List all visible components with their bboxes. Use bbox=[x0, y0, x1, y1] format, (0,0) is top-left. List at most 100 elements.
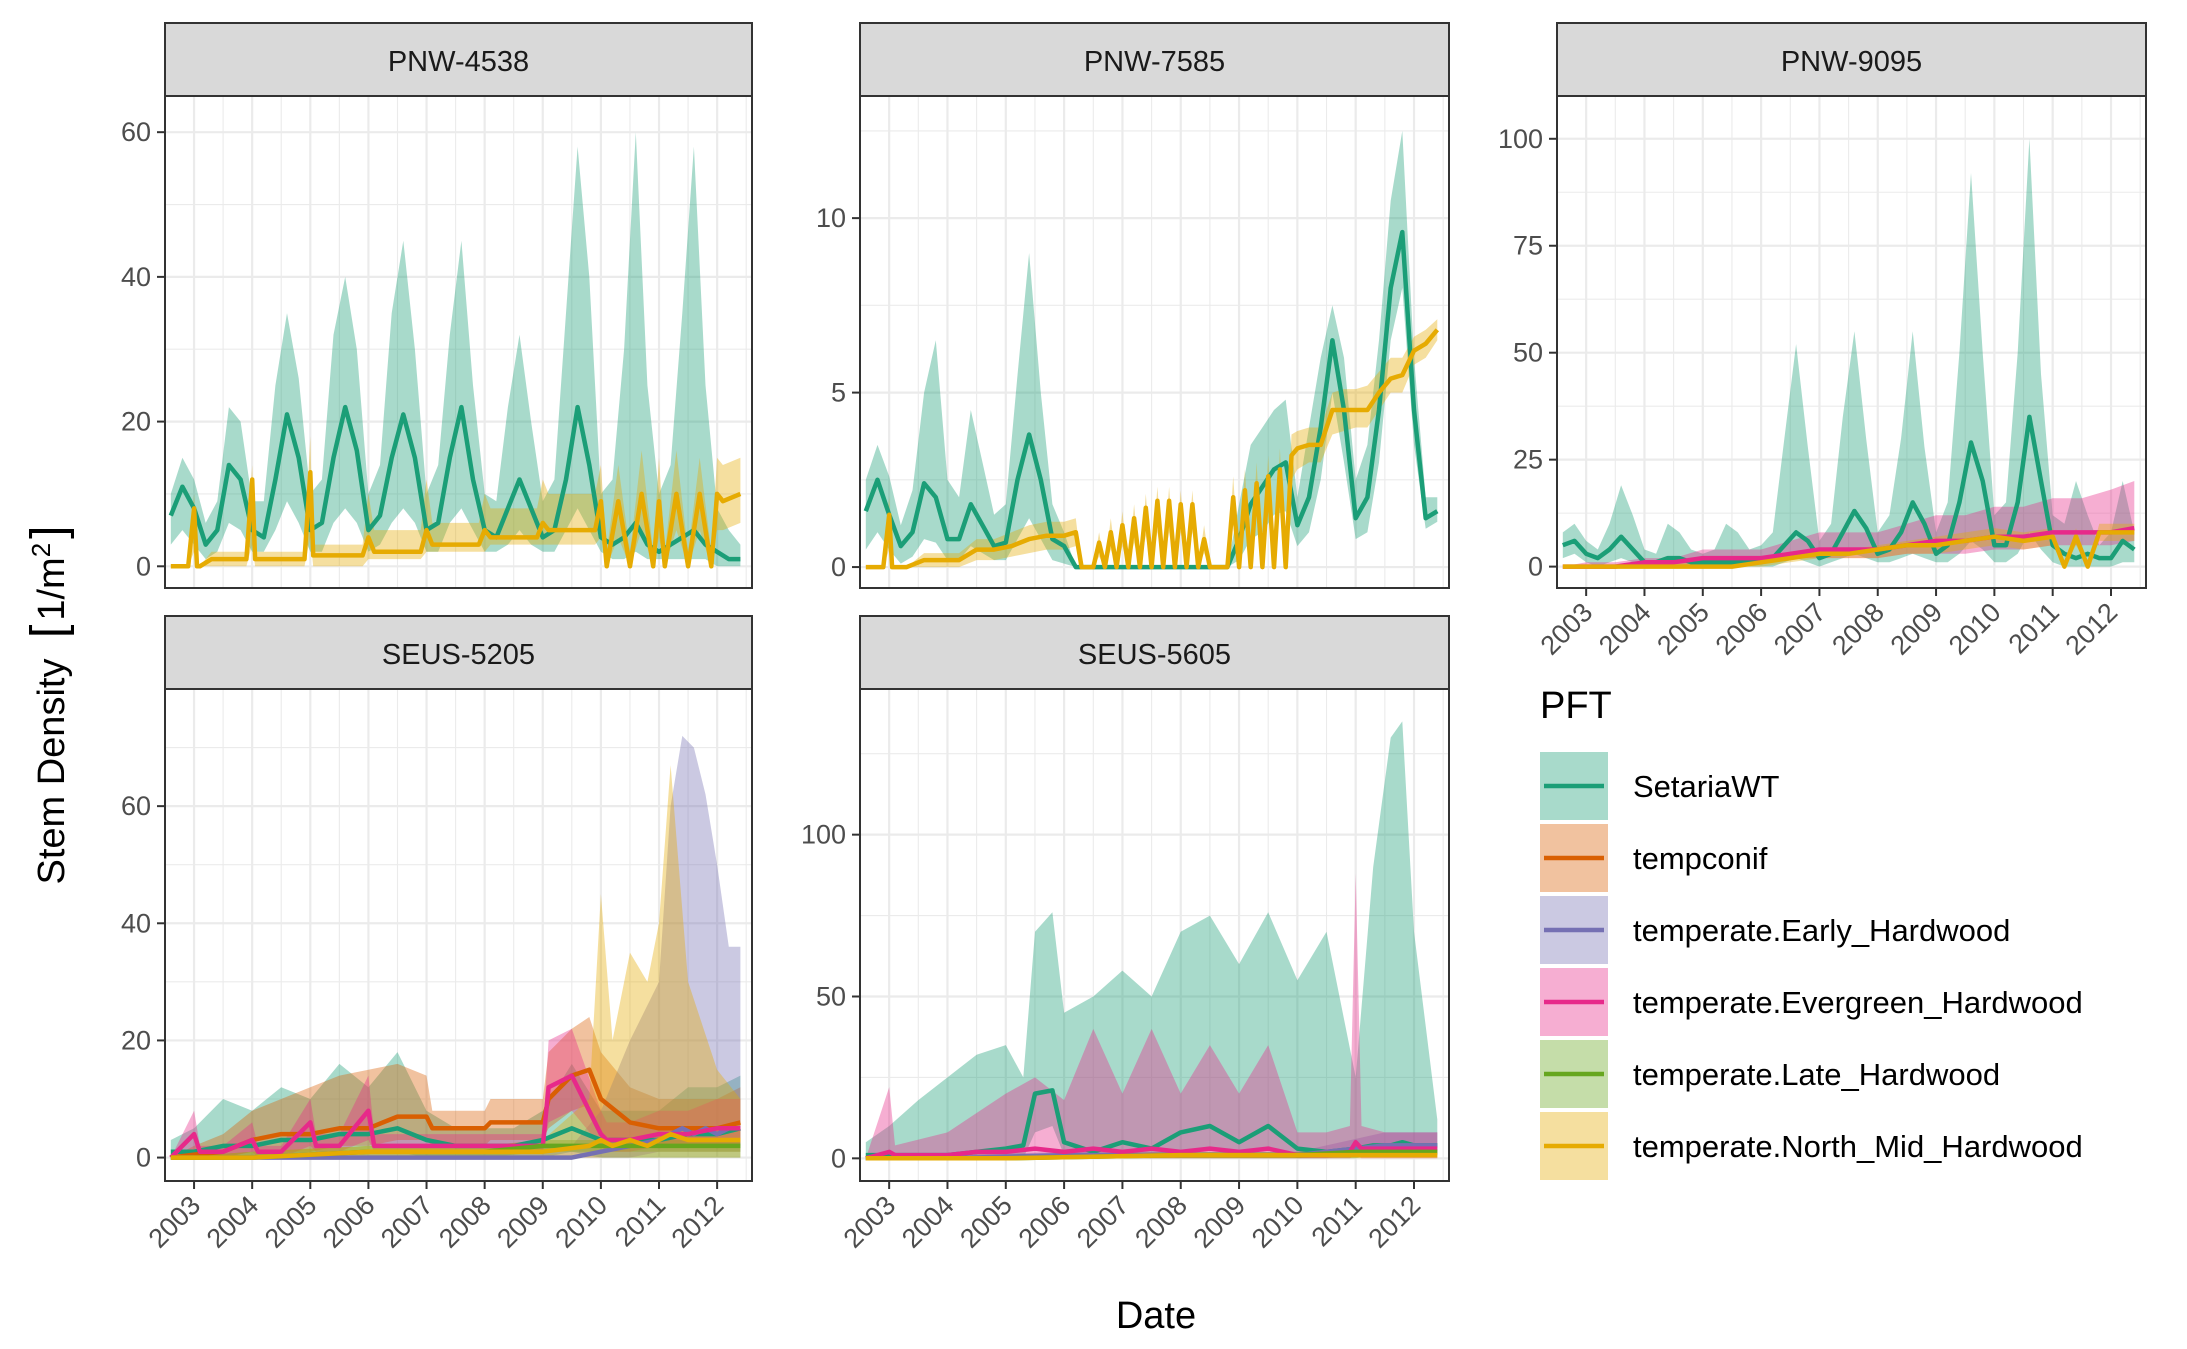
x-tick-label-seus-5605-2008: 2008 bbox=[1129, 1190, 1193, 1254]
ribbon-pnw-9095-temperate-evergreen-hardwood bbox=[1562, 481, 2135, 567]
panel-background-pnw-7585 bbox=[860, 96, 1449, 588]
x-tick-label-pnw-9095-2004: 2004 bbox=[1593, 597, 1657, 661]
legend-item-setariawt: SetariaWT bbox=[1540, 752, 1779, 820]
x-tick-label-pnw-9095-2006: 2006 bbox=[1710, 597, 1774, 661]
x-tick-label-pnw-9095-2008: 2008 bbox=[1826, 597, 1890, 661]
facet-strip-pnw-4538 bbox=[164, 22, 753, 97]
x-tick-label-pnw-9095-2003: 2003 bbox=[1535, 597, 1599, 661]
panel-pnw-9095: PNW-909502550751002003200420052006200720… bbox=[1498, 22, 2147, 661]
y-axis-title-main: Stem Density bbox=[31, 659, 73, 885]
x-tick-label-pnw-9095-2011: 2011 bbox=[2003, 597, 2065, 659]
legend-label: temperate.Early_Hardwood bbox=[1633, 913, 2010, 948]
x-tick-label-pnw-9095-2005: 2005 bbox=[1651, 597, 1715, 661]
legend-item-temperate-north-mid-hardwood: temperate.North_Mid_Hardwood bbox=[1540, 1112, 2083, 1180]
y-axis-bracket-close: ] bbox=[22, 525, 75, 538]
legend-item-tempconif: tempconif bbox=[1540, 824, 1768, 892]
legend-label: SetariaWT bbox=[1633, 769, 1779, 804]
line-seus-5605-temperate-evergreen-hardwood bbox=[865, 1139, 1438, 1161]
x-tick-label-pnw-9095-2010: 2010 bbox=[1943, 597, 2007, 661]
ribbon-pnw-4538-setariawt bbox=[170, 132, 741, 567]
y-tick-label-seus-5605-100: 100 bbox=[801, 820, 846, 850]
x-tick-label-seus-5205-2006: 2006 bbox=[317, 1190, 381, 1254]
series-group-seus-5605 bbox=[865, 721, 1438, 1161]
series-group-pnw-7585 bbox=[863, 130, 1440, 570]
x-tick-label-seus-5205-2004: 2004 bbox=[201, 1190, 265, 1254]
x-tick-label-pnw-9095-2009: 2009 bbox=[1885, 597, 1949, 661]
ribbon-pnw-7585-setariawt bbox=[865, 130, 1438, 568]
y-tick-label-pnw-9095-100: 100 bbox=[1498, 124, 1543, 154]
series-group-pnw-9095 bbox=[1562, 138, 2136, 569]
facet-label-seus-5605: SEUS-5605 bbox=[1078, 639, 1231, 671]
y-tick-label-seus-5605-0: 0 bbox=[831, 1143, 846, 1173]
facet-label-seus-5205: SEUS-5205 bbox=[382, 639, 535, 671]
x-tick-label-seus-5605-2009: 2009 bbox=[1188, 1190, 1252, 1254]
ribbon-seus-5205-tempconif bbox=[170, 1017, 741, 1158]
legend-item-temperate-early-hardwood: temperate.Early_Hardwood bbox=[1540, 896, 2010, 964]
panel-seus-5605: SEUS-56050501002003200420052006200720082… bbox=[801, 615, 1450, 1254]
y-tick-label-pnw-4538-20: 20 bbox=[121, 407, 151, 437]
legend-label: tempconif bbox=[1633, 841, 1768, 876]
x-tick-label-seus-5205-2012: 2012 bbox=[666, 1190, 730, 1254]
x-tick-label-seus-5605-2006: 2006 bbox=[1013, 1190, 1077, 1254]
facet-strip-seus-5605 bbox=[859, 615, 1450, 690]
gridlines-seus-5205 bbox=[165, 689, 752, 1181]
y-axis-title-unit: 1/m bbox=[31, 557, 73, 620]
y-axis-bracket-open: [ bbox=[22, 625, 75, 638]
facet-strip-pnw-7585 bbox=[859, 22, 1450, 97]
panel-border-pnw-7585 bbox=[859, 95, 1450, 589]
ribbon-pnw-4538-temperate-north-mid-hardwood bbox=[170, 436, 741, 567]
panel-border-pnw-4538 bbox=[164, 95, 753, 589]
legend-label: temperate.Late_Hardwood bbox=[1633, 1057, 2000, 1092]
x-tick-label-seus-5605-2005: 2005 bbox=[954, 1190, 1018, 1254]
x-tick-label-seus-5205-2007: 2007 bbox=[375, 1190, 439, 1254]
x-tick-label-seus-5205-2010: 2010 bbox=[549, 1190, 613, 1254]
x-tick-label-seus-5605-2012: 2012 bbox=[1363, 1190, 1427, 1254]
y-tick-label-pnw-7585-0: 0 bbox=[831, 552, 846, 582]
x-axis-title: Date bbox=[1116, 1295, 1196, 1337]
facet-label-pnw-4538: PNW-4538 bbox=[388, 46, 529, 78]
y-tick-label-seus-5205-20: 20 bbox=[121, 1025, 151, 1055]
facet-strip-pnw-9095 bbox=[1556, 22, 2147, 97]
panel-pnw-4538: PNW-4538 0 20 40 60 bbox=[121, 22, 753, 589]
x-tick-label-seus-5205-2009: 2009 bbox=[491, 1190, 555, 1254]
x-tick-label-seus-5605-2007: 2007 bbox=[1071, 1190, 1135, 1254]
ribbon-seus-5605-temperate-evergreen-hardwood bbox=[865, 873, 1438, 1159]
legend-label: temperate.North_Mid_Hardwood bbox=[1633, 1129, 2083, 1164]
panel-border-seus-5605 bbox=[859, 688, 1450, 1182]
x-tick-label-pnw-9095-2007: 2007 bbox=[1768, 597, 1832, 661]
panel-background-seus-5605 bbox=[860, 689, 1449, 1181]
line-seus-5605-temperate-north-mid-hardwood bbox=[865, 1152, 1438, 1161]
y-tick-label-pnw-4538-0: 0 bbox=[136, 551, 151, 581]
y-tick-label-seus-5605-50: 50 bbox=[816, 982, 846, 1012]
x-tick-label-seus-5605-2011: 2011 bbox=[1306, 1190, 1368, 1252]
x-tick-label-seus-5205-2005: 2005 bbox=[259, 1190, 323, 1254]
y-tick-label-pnw-9095-25: 25 bbox=[1513, 445, 1543, 475]
ribbon-seus-5205-temperate-early-hardwood bbox=[170, 735, 741, 1158]
panel-background-pnw-4538 bbox=[165, 96, 752, 588]
panel-pnw-7585: PNW-7585 0 5 10 bbox=[816, 22, 1450, 589]
line-seus-5205-tempconif bbox=[170, 1067, 741, 1160]
y-tick-label-pnw-4538-40: 40 bbox=[121, 262, 151, 292]
x-tick-label-seus-5205-2008: 2008 bbox=[433, 1190, 497, 1254]
ribbon-seus-5605-setariawt bbox=[865, 721, 1438, 1159]
line-seus-5205-temperate-north-mid-hardwood bbox=[170, 1131, 741, 1160]
x-tick-label-seus-5605-2003: 2003 bbox=[838, 1190, 902, 1254]
facet-label-pnw-7585: PNW-7585 bbox=[1084, 46, 1225, 78]
y-tick-label-pnw-4538-60: 60 bbox=[121, 117, 151, 147]
facet-panels: PNW-4538 0 20 40 60 PNW-7585 0 5 10 PNW-9095 0 25 50… bbox=[121, 22, 2147, 1254]
legend-label: temperate.Evergreen_Hardwood bbox=[1633, 985, 2083, 1020]
line-pnw-9095-temperate-evergreen-hardwood bbox=[1562, 525, 2135, 569]
y-tick-label-pnw-7585-5: 5 bbox=[831, 378, 846, 408]
y-tick-label-pnw-9095-50: 50 bbox=[1513, 338, 1543, 368]
y-tick-label-seus-5205-40: 40 bbox=[121, 908, 151, 938]
line-pnw-7585-temperate-north-mid-hardwood bbox=[865, 328, 1440, 570]
x-tick-label-seus-5205-2003: 2003 bbox=[143, 1190, 207, 1254]
x-tick-label-seus-5605-2004: 2004 bbox=[896, 1190, 960, 1254]
x-tick-label-seus-5205-2011: 2011 bbox=[609, 1190, 671, 1252]
legend-item-temperate-evergreen-hardwood: temperate.Evergreen_Hardwood bbox=[1540, 968, 2083, 1036]
y-tick-label-pnw-7585-10: 10 bbox=[816, 203, 846, 233]
x-tick-label-seus-5605-2010: 2010 bbox=[1246, 1190, 1310, 1254]
series-group-seus-5205 bbox=[169, 735, 741, 1160]
y-tick-label-pnw-9095-0: 0 bbox=[1528, 552, 1543, 582]
